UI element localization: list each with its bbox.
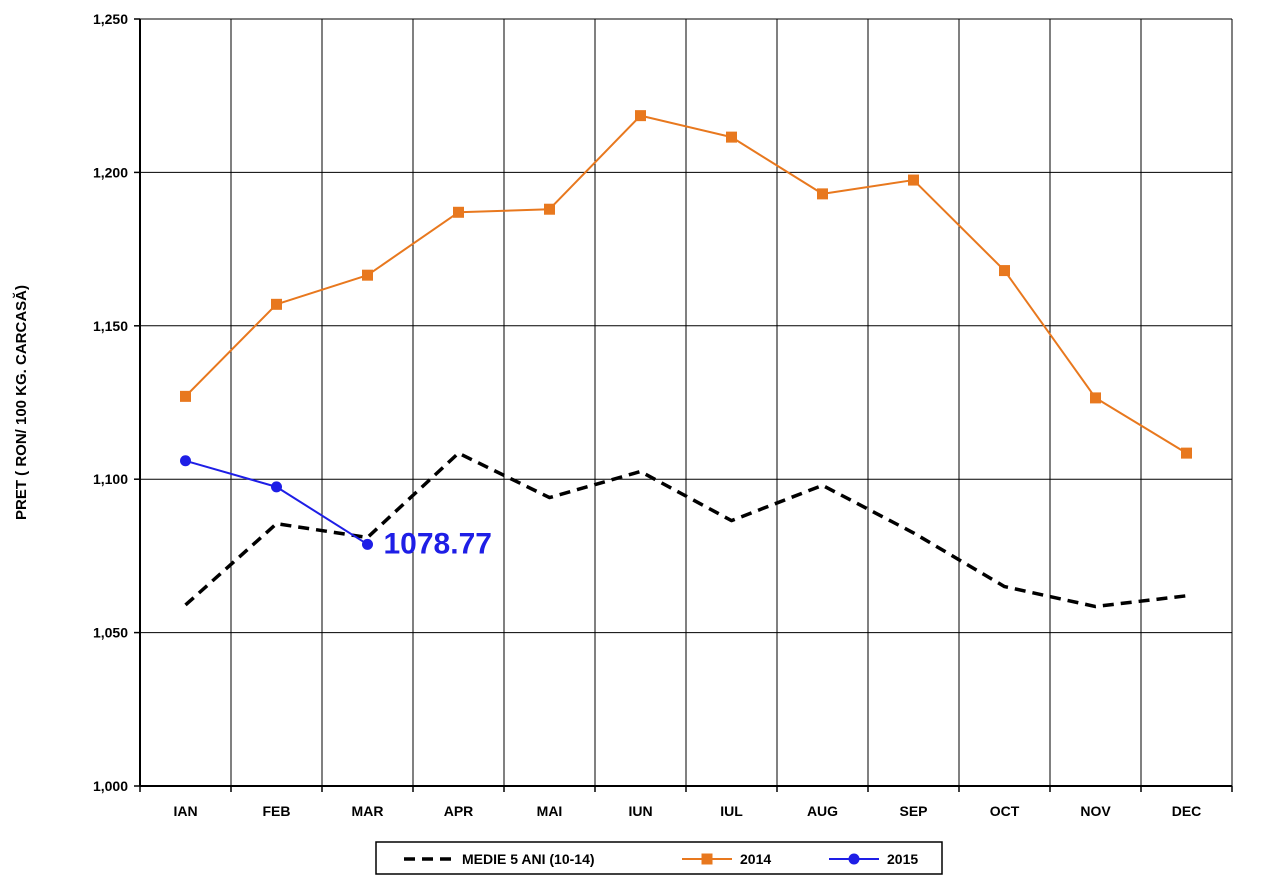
legend-item: MEDIE 5 ANI (10-14) bbox=[404, 851, 595, 867]
x-tick-label: IAN bbox=[173, 803, 197, 819]
x-tick-label: IUN bbox=[628, 803, 652, 819]
x-tick-label: AUG bbox=[807, 803, 838, 819]
data-point-marker bbox=[180, 455, 191, 467]
y-tick-label: 1,050 bbox=[93, 625, 128, 641]
gridlines bbox=[140, 18, 1233, 786]
data-point-marker bbox=[271, 481, 282, 493]
x-tick-label: OCT bbox=[990, 803, 1020, 819]
data-point-marker bbox=[1090, 392, 1101, 404]
legend-label: MEDIE 5 ANI (10-14) bbox=[462, 851, 595, 867]
data-point-marker bbox=[635, 110, 646, 122]
data-point-marker bbox=[726, 131, 737, 143]
series-2015 bbox=[180, 455, 373, 550]
data-point-marker bbox=[362, 538, 373, 550]
x-tick-label: MAI bbox=[537, 803, 563, 819]
data-label: 1078.77 bbox=[384, 527, 492, 560]
y-axis-title: PRET ( RON/ 100 KG. CARCASĂ) bbox=[13, 285, 30, 520]
x-tick-label: FEB bbox=[263, 803, 291, 819]
data-point-marker bbox=[908, 174, 919, 186]
data-point-marker bbox=[180, 390, 191, 402]
y-tick-label: 1,100 bbox=[93, 471, 128, 487]
data-point-marker bbox=[701, 853, 713, 865]
data-point-marker bbox=[817, 188, 828, 200]
annotations: 1078.77 bbox=[384, 527, 492, 560]
data-point-marker bbox=[999, 265, 1010, 277]
axes: PRET ( RON/ 100 KG. CARCASĂ) 1,000 1,050 1… bbox=[13, 11, 1233, 819]
data-point-marker bbox=[544, 203, 555, 215]
legend: MEDIE 5 ANI (10-14) 2014 2015 bbox=[375, 841, 943, 875]
legend-label: 2014 bbox=[740, 851, 771, 867]
x-tick-label: IUL bbox=[720, 803, 743, 819]
data-point-marker bbox=[1181, 447, 1192, 459]
legend-item: 2015 bbox=[829, 851, 918, 867]
x-tick-label: SEP bbox=[899, 803, 927, 819]
series-2014 bbox=[180, 110, 1192, 459]
y-tick-label: 1,250 bbox=[93, 11, 128, 27]
data-point-marker bbox=[848, 853, 860, 865]
x-tick-label: NOV bbox=[1080, 803, 1111, 819]
data-point-marker bbox=[453, 206, 464, 218]
legend-label: 2015 bbox=[887, 851, 918, 867]
series bbox=[180, 110, 1192, 609]
series-line bbox=[184, 114, 1188, 454]
x-tick-label: APR bbox=[444, 803, 474, 819]
data-point-marker bbox=[271, 298, 282, 310]
legend-item: 2014 bbox=[682, 851, 771, 867]
x-tick-label: MAR bbox=[352, 803, 384, 819]
x-tick-label: DEC bbox=[1172, 803, 1202, 819]
y-tick-label: 1,150 bbox=[93, 318, 128, 334]
y-tick-label: 1,200 bbox=[93, 164, 128, 180]
y-tick-label: 1,000 bbox=[93, 778, 128, 794]
data-point-marker bbox=[362, 269, 373, 281]
